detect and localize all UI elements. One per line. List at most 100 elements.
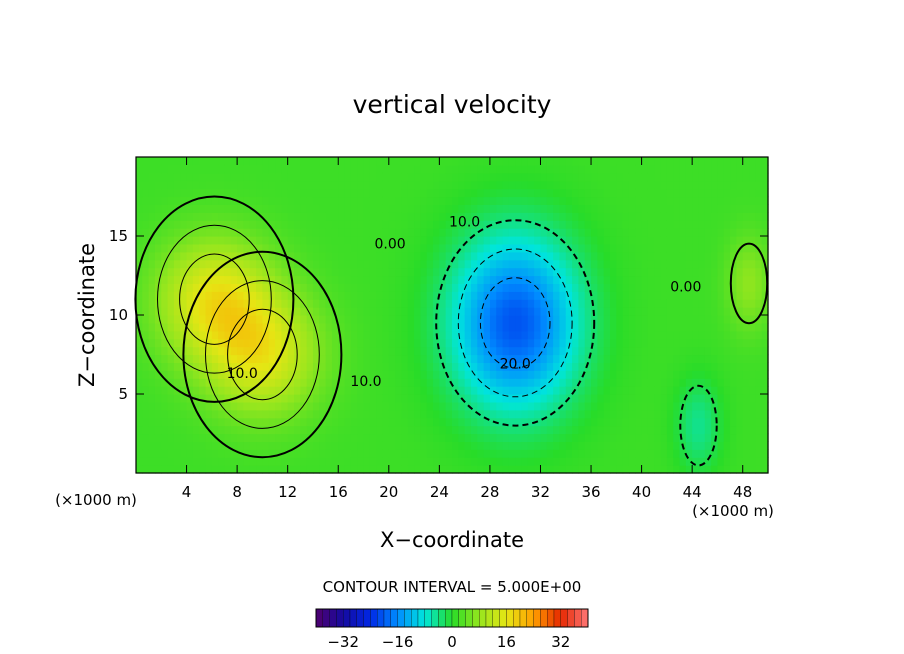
heatmap-cell [414,204,421,213]
heatmap-cell [546,236,554,245]
heatmap-cell [527,354,535,363]
heatmap-cell [572,204,579,213]
heatmap-cell [464,362,472,371]
heatmap-cell [565,409,573,419]
heatmap-cell [414,401,421,411]
heatmap-cell [186,212,194,221]
heatmap-cell [521,338,529,348]
heatmap-cell [628,441,636,450]
heatmap-cell [597,330,605,340]
heatmap-cell [401,457,409,466]
x-tick-label: 44 [683,483,702,501]
heatmap-cell [458,180,466,190]
contour-line [227,308,298,401]
heatmap-cell [730,338,737,348]
heatmap-cell [186,346,194,356]
heatmap-cell [502,315,510,324]
heatmap-cell [363,164,371,174]
x-tick-label: 32 [531,483,550,501]
heatmap-cell [717,362,725,371]
heatmap-cell [559,338,567,348]
heatmap-cell [306,212,314,221]
heatmap-cell [294,196,301,205]
heatmap-cell [717,449,725,458]
heatmap-cell [230,338,238,348]
heatmap-cell [211,338,219,348]
heatmap-cell [673,401,681,411]
heatmap-cell [420,354,428,363]
heatmap-cell [300,386,308,395]
heatmap-cell [553,196,561,205]
heatmap-cell [452,322,459,332]
heatmap-cell [546,220,554,229]
heatmap-cell [249,267,257,277]
heatmap-cell [312,417,320,427]
heatmap-cell [749,188,756,198]
heatmap-cell [761,417,769,427]
heatmap-cell [420,157,428,166]
heatmap-cell [635,394,643,403]
heatmap-cell [698,236,706,245]
heatmap-cell [553,378,561,387]
heatmap-cell [294,338,301,348]
heatmap-cell [572,259,579,269]
heatmap-cell [761,433,769,442]
heatmap-cell [572,322,579,332]
heatmap-cell [679,346,687,356]
heatmap-cell [521,180,529,190]
heatmap-cell [673,228,681,237]
heatmap-cell [515,228,523,237]
heatmap-cell [445,267,453,277]
heatmap-cell [376,315,384,324]
heatmap-cell [275,449,282,458]
heatmap-cell [325,164,333,174]
heatmap-cell [136,449,143,458]
heatmap-cell [275,362,282,371]
heatmap-cell [723,394,731,403]
heatmap-cell [445,180,453,190]
heatmap-cell [407,157,415,166]
heatmap-cell [654,157,662,166]
heatmap-cell [641,275,649,284]
heatmap-cell [331,172,339,182]
heatmap-cell [742,157,750,166]
heatmap-cell [414,386,421,395]
heatmap-cell [363,425,371,435]
heatmap-cell [262,322,270,332]
heatmap-cell [249,465,257,474]
heatmap-cell [534,251,542,261]
heatmap-cell [319,315,327,324]
heatmap-cell [420,370,428,379]
heatmap-cell [161,354,169,363]
heatmap-cell [704,236,712,245]
heatmap-cell [508,449,516,458]
heatmap-cell [508,315,516,324]
heatmap-cell [591,196,598,205]
heatmap-cell [477,433,485,442]
heatmap-cell [521,315,529,324]
heatmap-cell [205,228,213,237]
heatmap-cell [470,220,478,229]
heatmap-cell [591,362,598,371]
heatmap-cell [211,236,219,245]
heatmap-cell [395,172,403,182]
chart-title: vertical velocity [353,90,552,119]
heatmap-cell [407,322,415,332]
heatmap-cell [148,457,156,466]
heatmap-cell [521,425,529,435]
heatmap-cell [730,283,737,292]
heatmap-cell [445,417,453,427]
y-tick-label: 10 [109,306,128,324]
heatmap-cell [502,299,510,308]
heatmap-cell [426,259,434,269]
heatmap-cell [673,307,681,316]
heatmap-cell [312,157,320,166]
heatmap-cell [483,441,491,450]
heatmap-cell [439,433,447,442]
heatmap-cell [414,315,421,324]
heatmap-cell [325,362,333,371]
heatmap-cell [218,188,226,198]
heatmap-cell [325,346,333,356]
heatmap-cell [382,401,390,411]
